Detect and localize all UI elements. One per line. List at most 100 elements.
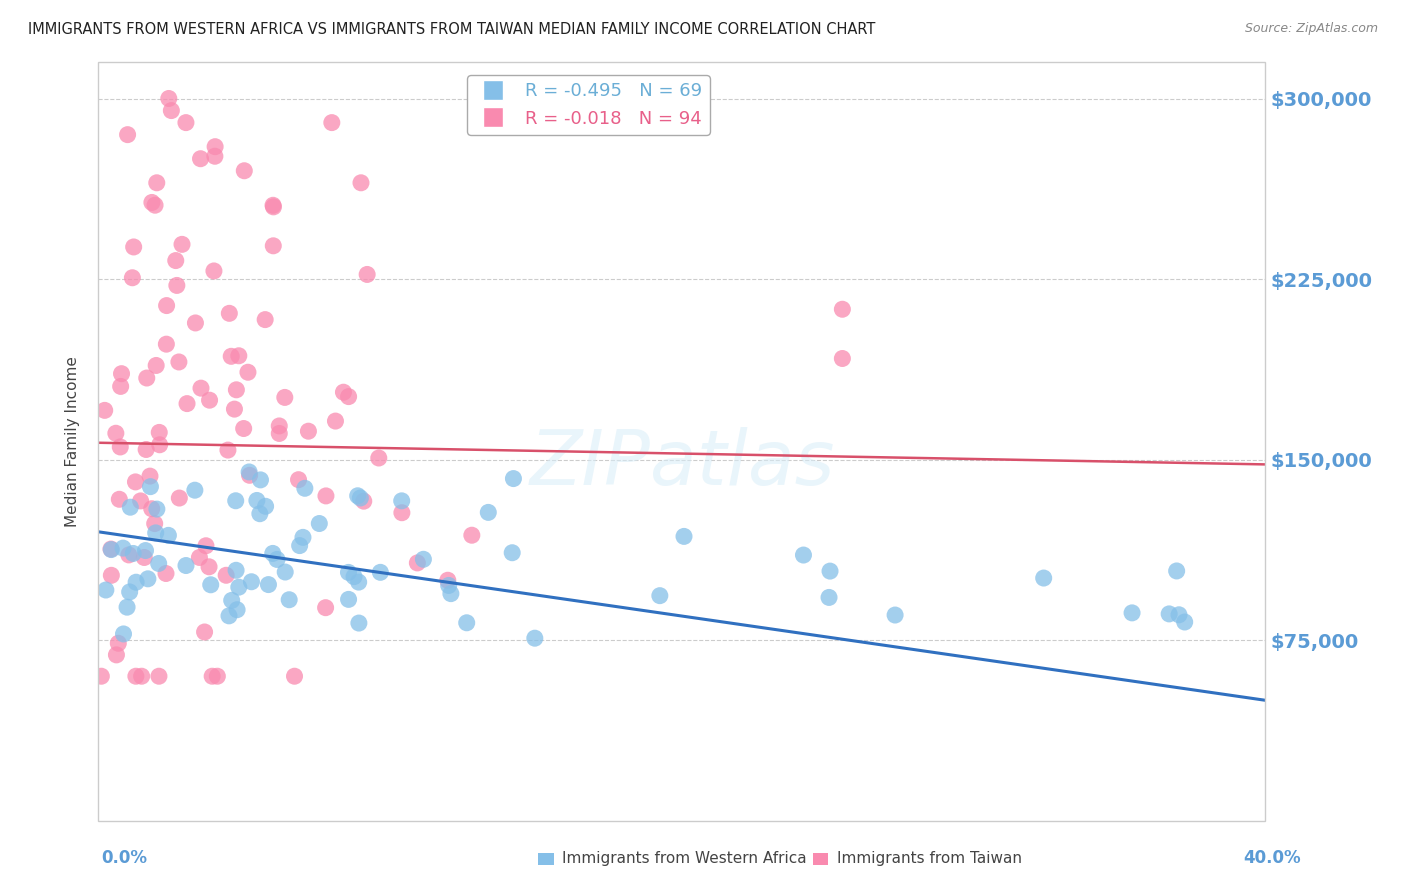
Point [391,493,413,508]
Point [139,469,162,483]
Point [262,546,284,560]
Point [792,548,814,562]
Point [367,450,389,465]
Point [165,253,187,268]
Point [456,615,478,630]
Point [239,468,262,483]
Point [262,239,284,253]
Point [238,465,260,479]
Point [294,481,316,495]
Point [308,516,330,531]
Point [104,426,127,441]
Point [477,505,499,519]
Legend: R = -0.495   N = 69, R = -0.018   N = 94: R = -0.495 N = 69, R = -0.018 N = 94 [467,75,710,135]
Point [240,574,263,589]
Text: ZIPatlas: ZIPatlas [529,427,835,501]
Point [353,494,375,508]
Point [346,489,368,503]
Point [157,528,180,542]
Point [332,385,354,400]
Point [125,669,148,683]
Point [350,176,373,190]
Point [201,669,224,683]
Point [122,546,145,560]
Point [218,306,240,320]
Point [157,91,180,105]
Point [204,149,226,163]
Point [198,393,221,408]
Point [501,546,523,560]
Point [160,103,183,118]
Point [110,367,132,381]
Point [315,600,337,615]
Point [337,390,360,404]
Point [219,349,242,363]
Point [94,582,117,597]
Point [93,403,115,417]
Point [412,552,434,566]
Point [269,419,291,434]
Point [347,615,370,630]
Point [135,442,157,457]
Point [194,539,217,553]
Point [437,578,460,592]
Text: 0.0%: 0.0% [101,849,148,867]
Point [502,472,524,486]
Point [134,543,156,558]
Point [118,548,141,562]
Text: IMMIGRANTS FROM WESTERN AFRICA VS IMMIGRANTS FROM TAIWAN MEDIAN FAMILY INCOME CO: IMMIGRANTS FROM WESTERN AFRICA VS IMMIGR… [28,22,876,37]
Y-axis label: Median Family Income: Median Family Income [65,356,80,527]
Point [184,316,207,330]
Point [145,359,167,373]
Point [90,669,112,683]
Point [325,414,347,428]
Point [818,564,841,578]
Point [257,577,280,591]
Point [225,383,247,397]
Point [107,636,129,650]
Point [204,139,226,153]
Point [315,489,337,503]
Point [228,580,250,594]
Point [118,585,141,599]
Point [125,575,148,590]
Point [1159,607,1181,621]
Point [141,501,163,516]
Point [337,566,360,580]
Point [818,591,841,605]
Point [129,494,152,508]
Point [349,491,371,505]
Point [169,491,191,505]
Point [105,648,128,662]
Point [1174,615,1197,629]
Point [145,525,167,540]
Point [831,302,853,317]
Point [108,492,131,507]
Point [1121,606,1143,620]
Point [188,550,211,565]
Point [194,625,217,640]
Point [117,128,139,142]
Point [232,421,254,435]
Point [155,566,177,581]
Point [648,589,671,603]
Point [155,337,177,351]
Point [436,574,458,588]
Point [167,355,190,369]
Point [112,541,135,555]
Point [121,270,143,285]
Point [148,669,170,683]
Text: Immigrants from Taiwan: Immigrants from Taiwan [837,851,1022,865]
Point [228,349,250,363]
Point [254,500,277,514]
Point [141,195,163,210]
Point [148,557,170,571]
Point [112,627,135,641]
Point [224,402,246,417]
Point [262,198,284,212]
Point [100,542,122,557]
Point [146,176,169,190]
Point [131,669,153,683]
Point [149,438,172,452]
Point [461,528,484,542]
